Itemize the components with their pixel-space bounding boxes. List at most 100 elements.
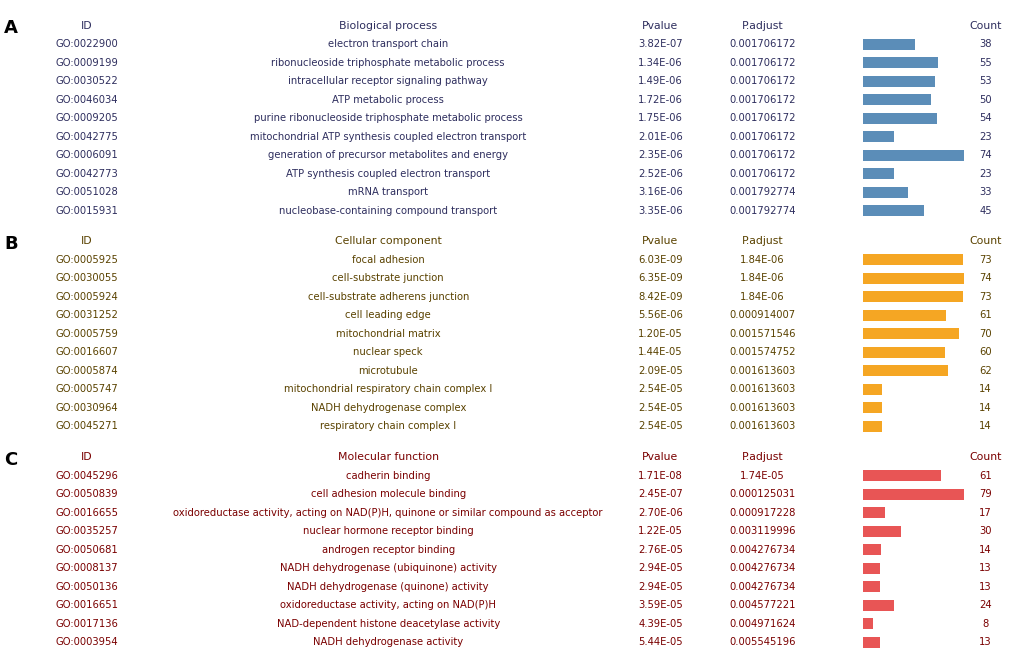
Bar (862, 347, 944, 358)
Text: 1.71E-08: 1.71E-08 (638, 470, 682, 480)
Text: 1.75E-06: 1.75E-06 (637, 113, 682, 123)
Text: Count: Count (968, 20, 1001, 31)
Text: 0.001613603: 0.001613603 (729, 421, 795, 432)
Text: 0.005545196: 0.005545196 (729, 637, 795, 647)
Text: GO:0050681: GO:0050681 (55, 545, 118, 555)
Text: ribonucleoside triphosphate metabolic process: ribonucleoside triphosphate metabolic pr… (271, 58, 504, 68)
Text: GO:0016607: GO:0016607 (55, 347, 118, 357)
Bar (862, 563, 878, 574)
Text: 2.70E-06: 2.70E-06 (638, 508, 682, 518)
Text: 6.35E-09: 6.35E-09 (638, 274, 682, 284)
Text: ID: ID (81, 20, 93, 31)
Bar (862, 291, 962, 303)
Text: GO:0017136: GO:0017136 (55, 619, 118, 628)
Text: 74: 74 (978, 274, 990, 284)
Text: 24: 24 (978, 600, 990, 610)
Text: mRNA transport: mRNA transport (347, 188, 428, 197)
Text: ID: ID (81, 452, 93, 462)
Bar (862, 421, 881, 432)
Text: 0.001571546: 0.001571546 (729, 329, 795, 339)
Text: GO:0042773: GO:0042773 (55, 168, 118, 179)
Bar (862, 507, 883, 519)
Text: 2.54E-05: 2.54E-05 (638, 403, 682, 413)
Text: 54: 54 (978, 113, 990, 123)
Text: 1.72E-06: 1.72E-06 (637, 95, 682, 105)
Text: 50: 50 (978, 95, 990, 105)
Text: 2.09E-05: 2.09E-05 (638, 366, 682, 376)
Text: GO:0005747: GO:0005747 (55, 384, 118, 394)
Text: 0.000917228: 0.000917228 (729, 508, 795, 518)
Text: NADH dehydrogenase (quinone) activity: NADH dehydrogenase (quinone) activity (287, 582, 488, 592)
Text: 0.001706172: 0.001706172 (729, 58, 795, 68)
Text: 13: 13 (978, 582, 990, 592)
Text: 0.000125031: 0.000125031 (729, 489, 795, 499)
Text: 73: 73 (978, 255, 990, 265)
Bar (862, 205, 923, 216)
Text: C: C (5, 451, 17, 468)
Text: GO:0016651: GO:0016651 (55, 600, 118, 610)
Text: 2.35E-06: 2.35E-06 (638, 150, 682, 160)
Text: 61: 61 (978, 311, 990, 320)
Text: 60: 60 (978, 347, 990, 357)
Text: 0.001613603: 0.001613603 (729, 366, 795, 376)
Bar (862, 637, 878, 647)
Bar (862, 76, 934, 87)
Text: nuclear speck: nuclear speck (354, 347, 423, 357)
Text: NADH dehydrogenase complex: NADH dehydrogenase complex (310, 403, 466, 413)
Bar (862, 384, 881, 395)
Text: nuclear hormone receptor binding: nuclear hormone receptor binding (303, 526, 473, 536)
Text: 0.001613603: 0.001613603 (729, 384, 795, 394)
Text: GO:0030055: GO:0030055 (55, 274, 118, 284)
Text: 3.35E-06: 3.35E-06 (638, 206, 682, 216)
Text: Pvalue: Pvalue (642, 20, 678, 31)
Text: P.adjust: P.adjust (741, 20, 783, 31)
Text: 61: 61 (978, 470, 990, 480)
Text: oxidoreductase activity, acting on NAD(P)H, quinone or similar compound as accep: oxidoreductase activity, acting on NAD(P… (173, 508, 602, 518)
Text: 2.54E-05: 2.54E-05 (638, 384, 682, 394)
Text: 0.004276734: 0.004276734 (729, 545, 795, 555)
Text: 55: 55 (978, 58, 990, 68)
Text: NADH dehydrogenase (ubiquinone) activity: NADH dehydrogenase (ubiquinone) activity (279, 563, 496, 573)
Text: GO:0031252: GO:0031252 (55, 311, 118, 320)
Text: 1.49E-06: 1.49E-06 (638, 76, 682, 86)
Text: GO:0022900: GO:0022900 (55, 39, 118, 49)
Text: oxidoreductase activity, acting on NAD(P)H: oxidoreductase activity, acting on NAD(P… (280, 600, 495, 610)
Text: cell adhesion molecule binding: cell adhesion molecule binding (310, 489, 466, 499)
Bar (862, 365, 947, 376)
Text: 0.004577221: 0.004577221 (729, 600, 795, 610)
Text: Pvalue: Pvalue (642, 236, 678, 247)
Text: GO:0050839: GO:0050839 (55, 489, 118, 499)
Bar (862, 255, 962, 265)
Text: GO:0005924: GO:0005924 (55, 292, 118, 302)
Text: 6.03E-09: 6.03E-09 (638, 255, 682, 265)
Text: Count: Count (968, 452, 1001, 462)
Text: P.adjust: P.adjust (741, 236, 783, 247)
Text: 1.84E-06: 1.84E-06 (739, 292, 784, 302)
Text: 3.16E-06: 3.16E-06 (638, 188, 682, 197)
Text: NAD-dependent histone deacetylase activity: NAD-dependent histone deacetylase activi… (276, 619, 499, 628)
Text: ID: ID (81, 236, 93, 247)
Text: GO:0009205: GO:0009205 (55, 113, 118, 123)
Text: androgen receptor binding: androgen receptor binding (321, 545, 454, 555)
Bar (862, 113, 935, 124)
Text: 5.56E-06: 5.56E-06 (637, 311, 682, 320)
Text: 5.44E-05: 5.44E-05 (638, 637, 682, 647)
Text: 1.20E-05: 1.20E-05 (638, 329, 682, 339)
Text: 2.76E-05: 2.76E-05 (637, 545, 682, 555)
Text: 0.004276734: 0.004276734 (729, 582, 795, 592)
Text: 14: 14 (978, 421, 990, 432)
Text: 0.001706172: 0.001706172 (729, 76, 795, 86)
Text: 2.52E-06: 2.52E-06 (637, 168, 682, 179)
Text: ATP metabolic process: ATP metabolic process (332, 95, 443, 105)
Text: 17: 17 (978, 508, 990, 518)
Text: 14: 14 (978, 403, 990, 413)
Text: cell leading edge: cell leading edge (345, 311, 431, 320)
Bar (862, 544, 880, 555)
Text: P.adjust: P.adjust (741, 452, 783, 462)
Bar (862, 39, 914, 50)
Text: 0.001706172: 0.001706172 (729, 150, 795, 160)
Text: mitochondrial matrix: mitochondrial matrix (335, 329, 440, 339)
Text: 45: 45 (978, 206, 990, 216)
Bar (862, 57, 937, 68)
Bar (862, 149, 963, 161)
